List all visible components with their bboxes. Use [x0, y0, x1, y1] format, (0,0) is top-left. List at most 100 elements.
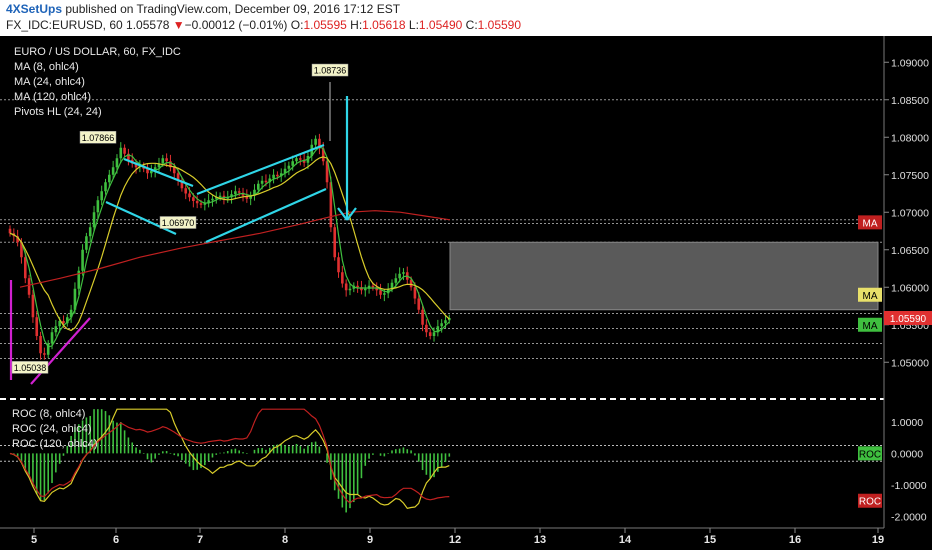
candle-body: [119, 147, 123, 159]
ma24-line: [9, 156, 450, 332]
roc8-axis-tag: ROC: [859, 449, 881, 460]
legend-pivots: Pivots HL (24, 24): [14, 106, 102, 118]
candle-body: [39, 336, 42, 354]
candle-body: [363, 288, 367, 291]
symbol-ohlc-line: FX_IDC:EURUSD, 60 1.05578 ▼−0.00012 (−0.…: [6, 18, 521, 32]
time-axis[interactable]: 5 6 7 8 9 12 13 14 15 16 19: [31, 528, 884, 546]
candle-body: [260, 180, 264, 184]
candle-body: [150, 171, 153, 174]
candle-body: [394, 278, 398, 283]
chart-canvas[interactable]: 1.07866 1.08736 1.06970 1.05038 1.09000 1.08…: [0, 36, 932, 550]
candle-body: [436, 326, 440, 333]
candle-body: [8, 228, 12, 234]
candle-body: [356, 285, 359, 288]
candle-body: [402, 272, 405, 274]
candle-body: [321, 148, 325, 162]
candle-body: [421, 309, 424, 325]
time-tick-label: 16: [789, 534, 801, 546]
candle-body: [169, 161, 172, 168]
price-tick-label: 1.08000: [891, 132, 929, 144]
candle-body: [318, 138, 321, 149]
cyan-trendline: [123, 157, 194, 188]
price-tick-label: 1.06000: [891, 282, 929, 294]
candle-body: [199, 203, 203, 205]
candle-body: [161, 158, 165, 164]
candle-body: [184, 188, 188, 194]
price-tick-label: 1.06500: [891, 245, 929, 257]
candle-body: [157, 163, 161, 168]
candle-body: [188, 193, 191, 198]
cyan-trendline: [346, 207, 357, 221]
candle-body: [100, 191, 103, 201]
roc-axis[interactable]: 1.0000 0.0000 -1.0000 -2.0000: [891, 417, 927, 524]
candle-body: [16, 236, 19, 243]
candle-body: [81, 249, 84, 271]
roc8-axis-tag-bg: [858, 446, 882, 461]
time-tick-label: 15: [704, 534, 716, 546]
time-tick-label: 19: [872, 534, 884, 546]
time-tick-label: 14: [619, 534, 632, 546]
candle-body: [111, 167, 115, 175]
candle-body: [54, 326, 58, 333]
roc-pane: [0, 408, 884, 513]
candle-body: [425, 324, 428, 333]
published-text: published on TradingView.com, December 0…: [65, 2, 401, 16]
ma24-axis-tag: MA: [863, 291, 878, 302]
candle-body: [62, 321, 65, 324]
candle-body: [375, 287, 379, 291]
pivot-label: 1.06970: [162, 218, 195, 228]
candle-body: [291, 161, 294, 166]
candle-body: [207, 200, 210, 204]
candle-body: [46, 343, 50, 355]
candle-body: [77, 270, 81, 289]
candle-body: [172, 167, 176, 174]
legend-roc24: ROC (24, ohlc4): [12, 423, 91, 435]
candle-body: [257, 183, 260, 190]
candle-body: [85, 236, 88, 250]
time-tick-label: 9: [367, 534, 373, 546]
candle-body: [176, 173, 180, 181]
ma120-line: [19, 210, 451, 288]
ma120-axis-tag: MA: [863, 218, 878, 229]
legend-ma8: MA (8, ohlc4): [14, 61, 79, 73]
ma8-axis-tag: MA: [863, 321, 878, 332]
candle-body: [276, 174, 279, 177]
high-label: H:: [350, 18, 363, 32]
candle-body: [448, 318, 451, 321]
time-tick-label: 8: [282, 534, 288, 546]
legend-roc120: ROC (120, ohlc4): [12, 438, 98, 450]
candle-body: [218, 195, 222, 198]
candle-body: [253, 189, 256, 196]
candle-body: [299, 158, 302, 160]
legend-ma120: MA (120, ohlc4): [14, 91, 91, 103]
open-value: 1.05595: [303, 18, 347, 32]
candle-body: [272, 174, 275, 179]
price-change: −0.00012 (−0.01%): [184, 18, 288, 32]
candle-body: [27, 278, 31, 295]
pivot-label-box: [159, 216, 197, 229]
legend-ma24: MA (24, ohlc4): [14, 76, 85, 88]
candle-body: [398, 273, 401, 279]
candle-body: [386, 288, 390, 294]
candle-body: [146, 168, 149, 174]
price-axis[interactable]: 1.09000 1.08500 1.08000 1.07500 1.07000 1.065…: [884, 57, 929, 369]
candle-body: [123, 147, 126, 154]
publisher-name[interactable]: 4XSetUps: [6, 2, 63, 16]
candle-body: [108, 174, 111, 183]
legend-roc8: ROC (8, ohlc4): [12, 408, 85, 420]
pivot-label-box: [11, 361, 49, 374]
candle-body: [413, 287, 417, 299]
candle-body: [104, 182, 107, 192]
last-price-tag-bg: [884, 311, 932, 325]
moving-averages: [9, 146, 451, 348]
roc120-line: [9, 408, 450, 504]
candle-body: [417, 298, 421, 310]
candle-body: [234, 191, 237, 195]
candle-body: [165, 158, 168, 162]
candle-body: [325, 161, 329, 183]
ma120-axis-tag-bg: [858, 215, 882, 230]
candle-body: [127, 153, 130, 160]
candle-body: [226, 197, 230, 199]
candle-body: [23, 257, 27, 279]
pivot-labels: 1.07866 1.08736 1.06970 1.05038: [11, 63, 349, 374]
